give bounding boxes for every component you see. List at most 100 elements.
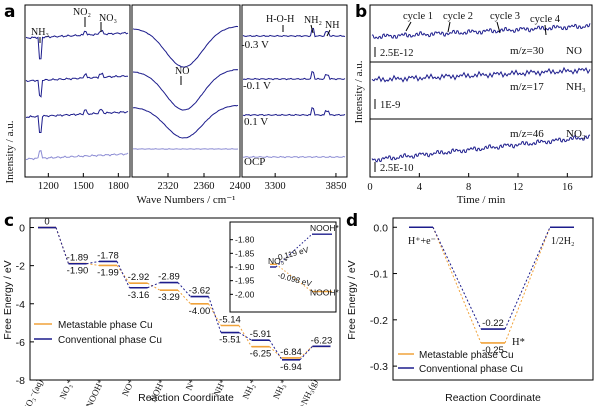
panel-d-xlabel: Reaction Coordinate (445, 392, 541, 404)
category-label: NH₂* (241, 377, 259, 400)
value-label-above: 0 (44, 217, 49, 228)
value-label-above: -2.89 (158, 272, 180, 283)
scale-nh3: 1E-9 (380, 100, 400, 111)
panel-c-ytick-label: 0 (19, 223, 25, 235)
series-label-p01: 0.1 V (244, 116, 268, 128)
value-label-above: -3.62 (189, 286, 211, 297)
d-value-top: -0.22 (482, 318, 504, 329)
value-label-below: -6.94 (280, 362, 302, 373)
scale-no: 2.5E-12 (380, 48, 414, 59)
panel-d-ytick-label: -0.2 (370, 315, 388, 327)
d-cat-h: H* (512, 337, 525, 348)
value-label-below: -6.25 (250, 349, 272, 360)
trace-no-species: NO (566, 45, 582, 57)
inset-connector (275, 263, 313, 292)
spectrum-seg1 (25, 149, 129, 161)
value-label-above: -6.84 (280, 347, 302, 358)
trace-no-mz: m/z=30 (510, 45, 544, 57)
connector (147, 282, 161, 289)
panel-d-frame (392, 217, 594, 381)
panel-b-tick-label: 16 (562, 182, 573, 193)
inset-ytick-label: -1.95 (235, 276, 255, 286)
panel-a-tick-label: 1800 (108, 181, 129, 192)
panel-b-tick-label: 0 (367, 182, 372, 193)
annot-hoh: H-O-H (266, 14, 294, 25)
connector (299, 345, 313, 361)
panel-c-ytick-label: -6 (16, 337, 25, 349)
panel-b-tick-label: 4 (417, 182, 423, 193)
panel-c-frame (29, 217, 341, 381)
trace-nh3-species: NH₃ (566, 81, 586, 93)
inset-end-label-top: NOOH* (310, 223, 340, 233)
d-connector (432, 227, 482, 330)
panel-d: d Free Energy / eV 0.0 -0.1 -0.2 -0.3 H⁺+e⁻ H… (346, 211, 594, 404)
connector (208, 303, 222, 326)
value-label-below: -3.16 (128, 290, 150, 301)
spectrum-seg2 (132, 25, 239, 68)
legend-d-metastable-label: Metastable phase Cu (419, 350, 514, 361)
inset-ytick-label: -1.80 (235, 235, 255, 245)
panel-a-tick-label: 3850 (325, 181, 346, 192)
d-connector (504, 227, 551, 344)
panel-c: c Free Energy / eV 0-2-4-6-80-1.89 -1.78-… (2, 211, 341, 406)
panel-letter-c: c (4, 211, 14, 231)
annot-nh3: NH₃ (31, 27, 49, 38)
connector (269, 346, 283, 359)
d-cat-end: 1/2H₂ (551, 236, 575, 247)
value-label-below: -1.90 (67, 266, 89, 277)
panel-a-tick-label: 2360 (194, 181, 215, 192)
spectrum-seg1 (25, 29, 129, 60)
spectrum-seg2 (132, 69, 239, 111)
category-label: N* (184, 377, 198, 392)
panel-a-arrows (39, 17, 331, 85)
panel-a-tick-label: 2320 (158, 181, 179, 192)
cycle-arrows (405, 21, 547, 36)
spectrum-seg3 (242, 27, 346, 38)
inset-start-label: NO₃* (268, 256, 288, 266)
panel-letter-b: b (355, 2, 367, 22)
series-label-m03: -0.3 V (241, 39, 269, 51)
cycle-2-label: cycle 2 (443, 11, 473, 22)
spectrum-seg3 (242, 107, 346, 117)
inset-ytick-label: -1.90 (235, 262, 255, 272)
value-label-below: -5.51 (219, 335, 241, 346)
value-label-below: -4.00 (189, 306, 211, 317)
d-connector (504, 227, 551, 330)
scale-no2: 2.5E-10 (380, 163, 414, 174)
value-label-below: -1.99 (97, 267, 119, 278)
legend-conventional-label: Conventional phase Cu (58, 335, 162, 346)
connector (177, 282, 191, 297)
d-value-bottom: -0.25 (482, 345, 504, 356)
panel-d-ytick-label: -0.3 (370, 361, 388, 373)
connector (86, 260, 100, 265)
connector (147, 282, 161, 291)
panel-d-ytick-label: -0.1 (370, 269, 388, 281)
inset-barrier-top: 0.119 eV (277, 245, 310, 262)
panel-a-frame-2 (131, 4, 241, 178)
category-label: NH₃* (271, 377, 289, 400)
annot-no2: NO₂ (73, 7, 91, 18)
inset-connector (275, 233, 313, 268)
connector (116, 261, 130, 288)
category-label: NO₃* (58, 377, 76, 400)
panel-a-tick-label: 1200 (38, 181, 59, 192)
panel-a-ylabel: Intensity / a.u. (4, 120, 16, 183)
panel-a-tick-label: 1500 (73, 181, 94, 192)
value-label-above: -5.14 (219, 314, 241, 325)
panel-c-ytick-label: -2 (16, 261, 25, 273)
trace-no2-mz: m/z=46 (510, 128, 544, 140)
inset-ytick-label: -1.85 (235, 248, 255, 258)
panel-c-ytick-label: -8 (16, 375, 25, 387)
panel-d-ylabel: Free Energy / eV (346, 260, 358, 339)
panel-c-xlabel: Reaction Coordinate (138, 392, 234, 404)
annot-nh2: NH₂ (304, 15, 322, 26)
panel-letter-d: d (346, 211, 358, 231)
ms-trace (371, 23, 591, 40)
legend-d-conventional-label: Conventional phase Cu (419, 364, 523, 375)
d-cat-start: H⁺+e⁻ (408, 236, 436, 247)
annot-nh: NH (325, 20, 339, 31)
panel-d-ytick-label: 0.0 (373, 222, 388, 234)
value-label-above: -1.78 (97, 250, 119, 261)
value-label-above: -6.23 (311, 335, 333, 346)
